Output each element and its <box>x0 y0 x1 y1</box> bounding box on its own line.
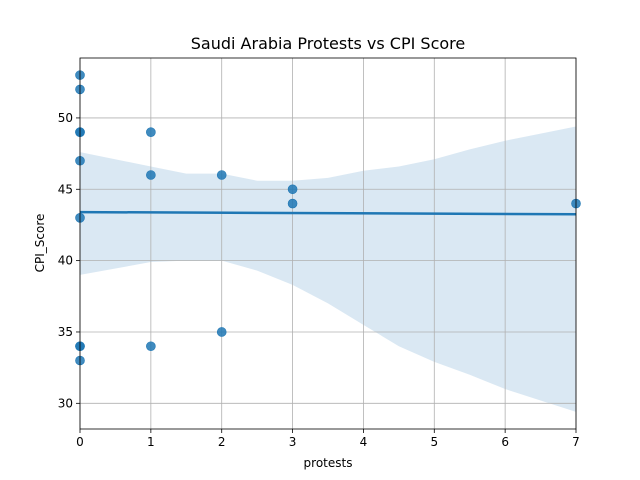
x-tick-label: 4 <box>360 435 368 449</box>
data-point <box>216 327 227 337</box>
confidence-band <box>80 126 576 412</box>
data-point <box>216 170 227 180</box>
y-tick-label: 40 <box>58 254 73 268</box>
y-tick-label: 45 <box>58 182 73 196</box>
axes-layer <box>79 57 577 430</box>
data-point <box>287 198 298 209</box>
y-axis-label: CPI_Score <box>33 214 47 273</box>
x-tick-label: 0 <box>76 435 84 449</box>
y-tick-label: 50 <box>58 111 73 125</box>
data-point <box>287 184 298 195</box>
chart-title: Saudi Arabia Protests vs CPI Score <box>191 34 465 53</box>
regression-layer <box>79 210 577 216</box>
x-tick-label: 2 <box>218 435 226 449</box>
x-tick-label: 3 <box>289 435 297 449</box>
x-tick-label: 7 <box>572 435 580 449</box>
confidence-band-layer <box>80 126 576 412</box>
data-point <box>146 127 156 137</box>
x-tick-label: 5 <box>430 435 438 449</box>
x-tick-label: 1 <box>147 435 155 449</box>
axes-frame <box>79 57 577 430</box>
data-point <box>146 170 156 180</box>
y-tick-label: 30 <box>58 396 73 410</box>
x-axis-label: protests <box>304 456 353 470</box>
data-point <box>146 341 156 352</box>
x-tick-label: 6 <box>501 435 509 449</box>
y-tick-label: 35 <box>58 325 73 339</box>
regression-line <box>79 210 577 216</box>
